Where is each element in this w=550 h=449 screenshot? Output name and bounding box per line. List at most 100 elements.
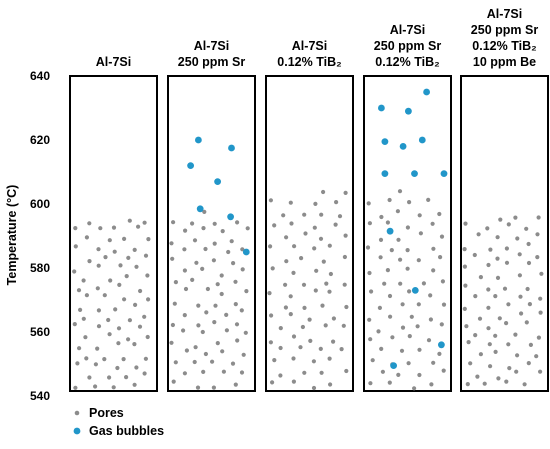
pore-point xyxy=(169,241,174,246)
pore-point xyxy=(269,313,274,318)
pore-point xyxy=(192,359,197,365)
pore-point xyxy=(378,237,384,242)
pore-point xyxy=(96,263,101,268)
pore-point xyxy=(405,266,410,271)
pore-point xyxy=(291,379,296,384)
legend-marker-bubble xyxy=(73,427,81,435)
pore-point xyxy=(224,312,229,317)
pore-point xyxy=(278,373,283,378)
pore-point xyxy=(333,222,338,227)
pore-point xyxy=(239,308,244,313)
pore-point xyxy=(113,307,118,312)
pore-point xyxy=(405,225,410,230)
gas-bubble-point xyxy=(423,88,430,96)
pore-point xyxy=(390,335,395,340)
gas-bubble-point xyxy=(227,213,235,221)
pore-point xyxy=(142,314,147,319)
pore-point xyxy=(291,270,296,275)
gas-bubble-point xyxy=(418,136,426,144)
pore-point xyxy=(514,369,519,374)
pore-point xyxy=(83,335,88,340)
pore-point xyxy=(395,209,400,214)
pore-point xyxy=(367,317,372,322)
pore-point xyxy=(268,244,273,249)
pore-point xyxy=(212,320,217,325)
pore-point xyxy=(466,340,471,345)
pore-point xyxy=(300,324,305,330)
pore-point xyxy=(213,303,218,308)
panel-title-line: Al-7Si xyxy=(96,55,131,69)
pore-point xyxy=(498,217,503,222)
pore-point xyxy=(234,322,240,327)
pore-point xyxy=(268,340,273,345)
pore-point xyxy=(463,283,468,288)
pore-point xyxy=(126,255,131,260)
pore-point xyxy=(182,268,187,273)
pore-point xyxy=(313,288,318,293)
pore-point xyxy=(299,256,304,261)
pore-point xyxy=(78,307,83,312)
pore-point xyxy=(486,305,491,310)
pore-point xyxy=(485,226,490,231)
pore-point xyxy=(182,313,187,318)
panel-title-line: 0.12% TiB₂ xyxy=(277,55,341,69)
pore-point xyxy=(465,382,470,387)
pore-point xyxy=(319,212,324,217)
pore-point xyxy=(183,286,189,292)
pore-point xyxy=(526,260,532,266)
pore-point xyxy=(327,289,332,294)
pore-point xyxy=(495,275,501,280)
panel-title-line: 0.12% TiB₂ xyxy=(472,39,536,53)
pore-point xyxy=(463,221,468,226)
y-axis-label: Temperature (°C) xyxy=(5,185,19,286)
pore-point xyxy=(73,244,78,249)
panel-title-line: Al-7Si xyxy=(292,39,327,53)
pore-point xyxy=(270,266,275,271)
pore-point xyxy=(211,385,216,390)
pore-point xyxy=(102,357,107,362)
pore-point xyxy=(507,366,512,371)
pore-point xyxy=(400,302,405,307)
pore-point xyxy=(328,382,333,387)
pore-point xyxy=(301,282,307,287)
pore-point xyxy=(495,235,500,240)
pore-point xyxy=(486,262,491,268)
pore-point xyxy=(464,324,469,329)
pore-point xyxy=(96,247,101,252)
pore-point xyxy=(417,372,422,378)
gas-bubble-point xyxy=(411,287,419,294)
pore-point xyxy=(323,323,328,328)
pore-point xyxy=(416,258,421,263)
pore-point xyxy=(429,382,434,387)
pore-point xyxy=(302,370,307,375)
pore-point xyxy=(342,282,347,287)
pore-point xyxy=(398,257,403,262)
pore-point xyxy=(526,241,531,247)
pore-point xyxy=(112,249,117,254)
panel-frame xyxy=(460,75,549,392)
pore-point xyxy=(421,281,426,286)
pore-point xyxy=(387,380,392,385)
pore-point xyxy=(77,346,82,351)
pore-point xyxy=(369,289,374,294)
pore-point xyxy=(320,303,325,308)
pore-point xyxy=(415,324,420,329)
pore-point xyxy=(267,291,272,296)
pore-point xyxy=(307,317,312,322)
pore-point xyxy=(142,220,147,225)
pore-point xyxy=(313,201,318,206)
pore-point xyxy=(366,201,371,206)
pore-point xyxy=(367,270,372,276)
pore-point xyxy=(504,260,510,265)
pore-point xyxy=(407,200,412,205)
y-tick-label: 640 xyxy=(30,69,50,83)
pore-point xyxy=(291,334,297,339)
pore-point xyxy=(506,342,511,347)
gas-bubble-point xyxy=(381,170,389,178)
y-tick-label: 560 xyxy=(30,325,50,339)
pore-point xyxy=(334,200,339,205)
gas-bubble-point xyxy=(195,136,202,144)
pore-point xyxy=(146,297,151,302)
pore-point xyxy=(81,316,86,321)
